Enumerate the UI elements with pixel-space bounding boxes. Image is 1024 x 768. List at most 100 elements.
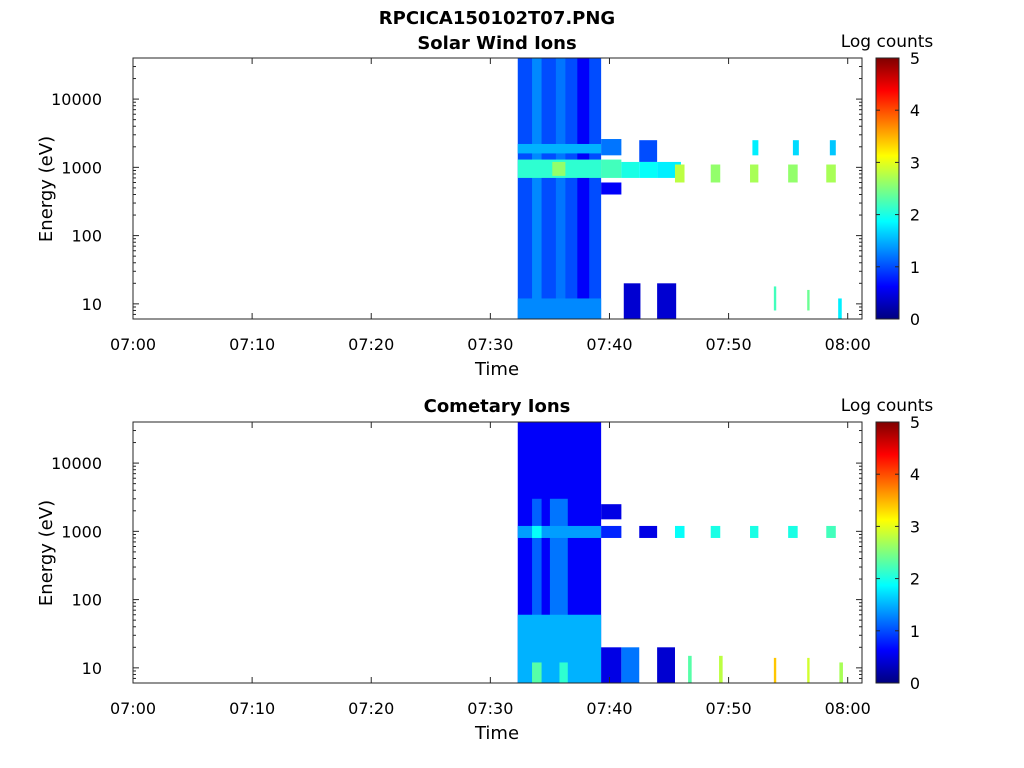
colorbar-gradient	[876, 422, 899, 683]
x-tick-label: 07:10	[229, 699, 275, 718]
heatmap-cell	[601, 647, 622, 683]
heatmap-cell	[517, 143, 602, 154]
heatmap-cell	[657, 647, 675, 683]
x-tick-label: 07:00	[110, 335, 156, 354]
colorbar-tick-label: 0	[910, 310, 920, 329]
colorbar-tick-label: 1	[910, 622, 920, 641]
heatmap-cell	[601, 525, 622, 538]
colorbar-tick-label: 1	[910, 258, 920, 277]
heatmap-cell	[639, 161, 658, 178]
y-tick-label: 10000	[51, 454, 102, 473]
spectrogram-area	[517, 58, 842, 319]
heatmap-cell	[517, 525, 602, 538]
heatmap-cell	[792, 140, 799, 156]
colorbar-ticks: 0 1 2 3 4 5	[876, 49, 920, 329]
heatmap-cell	[532, 662, 542, 683]
panel-title: Solar Wind Ions	[417, 33, 576, 54]
heatmap-cell	[555, 58, 566, 319]
x-axis: 07:00 07:10 07:20 07:30 07:40 07:50 08:00	[110, 58, 871, 354]
heatmap-cell	[773, 286, 777, 311]
heatmap-cell	[657, 283, 677, 319]
heatmap-cell	[639, 525, 658, 538]
heatmap-cell	[750, 164, 759, 183]
heatmap-cell	[752, 140, 759, 156]
colorbar-label: Log counts	[841, 32, 934, 52]
x-tick-label: 08:00	[825, 699, 871, 718]
x-tick-label: 07:20	[348, 335, 394, 354]
heatmap-cell	[773, 657, 777, 683]
x-axis-label: Time	[474, 359, 519, 380]
cometary-ions-panel: Cometary Ions 07:00 07:10 07:20 07:30 07:40 0…	[36, 396, 933, 744]
heatmap-cell	[674, 164, 685, 183]
heatmap-cell	[559, 662, 568, 683]
heatmap-cell	[839, 662, 843, 683]
heatmap-cell	[807, 289, 810, 311]
colorbar-tick-label: 2	[910, 570, 920, 589]
heatmap-cell	[710, 525, 721, 538]
panel-title: Cometary Ions	[424, 396, 571, 417]
x-tick-label: 07:40	[586, 335, 632, 354]
figure-title: RPCICA150102T07.PNG	[379, 8, 615, 29]
solar-wind-ions-panel: Solar Wind Ions 07:00 07:10 07:20 07:30 07:4…	[36, 32, 933, 380]
heatmap-cell	[826, 525, 836, 538]
x-tick-label: 07:10	[229, 335, 275, 354]
heatmap-cell	[639, 140, 658, 162]
x-tick-label: 07:20	[348, 699, 394, 718]
y-axis-label: Energy (eV)	[36, 136, 57, 242]
colorbar-frame	[875, 421, 900, 684]
colorbar-tick-label: 0	[910, 674, 920, 693]
heatmap-cell	[688, 655, 692, 683]
heatmap-cell	[826, 164, 836, 183]
x-tick-label: 07:30	[467, 335, 513, 354]
heatmap-cell	[577, 58, 590, 319]
colorbar-label: Log counts	[841, 396, 934, 416]
heatmap-cell	[601, 159, 622, 178]
heatmap-cell	[621, 647, 640, 683]
x-tick-label: 07:50	[706, 699, 752, 718]
y-axis: 10 100 1000 10000	[51, 57, 862, 320]
spectrogram-area	[517, 422, 843, 683]
heatmap-cell	[601, 504, 622, 520]
heatmap-cell	[788, 164, 798, 183]
x-axis: 07:00 07:10 07:20 07:30 07:40 07:50 08:00	[110, 422, 871, 718]
y-axis-label: Energy (eV)	[36, 500, 57, 606]
heatmap-cell	[532, 525, 542, 538]
x-tick-label: 08:00	[825, 335, 871, 354]
x-axis-label: Time	[474, 723, 519, 744]
y-tick-label: 10000	[51, 90, 102, 109]
heatmap-cell	[674, 525, 685, 538]
heatmap-cell	[552, 161, 566, 176]
x-tick-label: 07:40	[586, 699, 632, 718]
heatmap-cell	[750, 525, 759, 538]
heatmap-cell	[601, 139, 622, 156]
y-axis: 10 100 1000 10000	[51, 421, 862, 684]
colorbar: 0 1 2 3 4 5 Log counts	[841, 32, 934, 329]
x-tick-label: 07:00	[110, 699, 156, 718]
heatmap-cell	[838, 298, 842, 319]
colorbar-gradient	[876, 58, 899, 319]
heatmap-cell	[532, 498, 542, 683]
heatmap-cell	[719, 655, 723, 683]
colorbar-frame	[875, 57, 900, 320]
y-tick-label: 10	[82, 295, 102, 314]
x-tick-label: 07:30	[467, 699, 513, 718]
colorbar-tick-label: 5	[910, 49, 920, 68]
y-tick-label: 10	[82, 659, 102, 678]
axes-frame	[132, 421, 863, 684]
x-tick-label: 07:50	[706, 335, 752, 354]
colorbar-tick-label: 3	[910, 517, 920, 536]
y-tick-label: 100	[71, 227, 102, 246]
colorbar: 0 1 2 3 4 5 Log counts	[841, 396, 934, 693]
colorbar-tick-label: 3	[910, 153, 920, 172]
heatmap-cell	[623, 283, 641, 319]
colorbar-tick-label: 2	[910, 206, 920, 225]
colorbar-tick-label: 5	[910, 413, 920, 432]
heatmap-cell	[532, 58, 542, 319]
heatmap-cell	[601, 182, 622, 195]
y-tick-label: 100	[71, 591, 102, 610]
heatmap-cell	[621, 161, 640, 178]
axes-frame	[132, 57, 863, 320]
colorbar-tick-label: 4	[910, 465, 920, 484]
colorbar-ticks: 0 1 2 3 4 5	[876, 413, 920, 693]
